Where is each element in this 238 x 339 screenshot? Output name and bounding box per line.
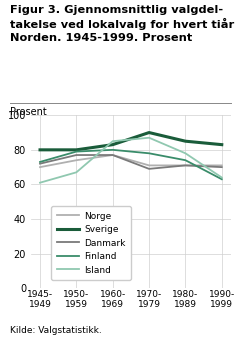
Sverige [111, 143, 114, 147]
Line: Sverige: Sverige [40, 133, 222, 150]
Legend: Norge, Sverige, Danmark, Finland, Island: Norge, Sverige, Danmark, Finland, Island [51, 206, 131, 280]
Finland [220, 177, 223, 181]
Text: Figur 3. Gjennomsnittlig valgdel-
takelse ved lokalvalg for hvert tiår i
Norden.: Figur 3. Gjennomsnittlig valgdel- takels… [10, 5, 238, 43]
Finland [39, 160, 41, 164]
Danmark [220, 165, 223, 169]
Finland [184, 158, 187, 162]
Norge [111, 153, 114, 157]
Finland [75, 149, 78, 154]
Danmark [75, 153, 78, 157]
Text: Kilde: Valgstatistikk.: Kilde: Valgstatistikk. [10, 326, 101, 335]
Danmark [111, 153, 114, 157]
Island [75, 170, 78, 174]
Island [111, 139, 114, 143]
Text: Prosent: Prosent [10, 107, 46, 117]
Norge [39, 165, 41, 169]
Norge [75, 158, 78, 162]
Finland [111, 148, 114, 152]
Danmark [148, 167, 150, 171]
Island [39, 181, 41, 185]
Finland [148, 151, 150, 155]
Danmark [184, 163, 187, 167]
Line: Norge: Norge [40, 155, 222, 167]
Line: Island: Island [40, 138, 222, 183]
Sverige [75, 148, 78, 152]
Line: Danmark: Danmark [40, 155, 222, 169]
Line: Finland: Finland [40, 150, 222, 179]
Danmark [39, 162, 41, 166]
Norge [148, 163, 150, 167]
Island [148, 136, 150, 140]
Island [184, 151, 187, 155]
Sverige [184, 139, 187, 143]
Sverige [148, 131, 150, 135]
Island [220, 176, 223, 180]
Sverige [39, 148, 41, 152]
Norge [220, 163, 223, 167]
Sverige [220, 143, 223, 147]
Norge [184, 163, 187, 167]
